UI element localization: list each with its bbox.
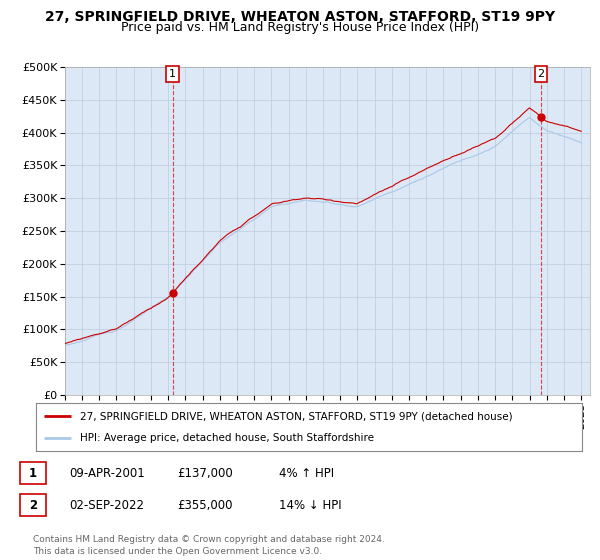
Text: 1: 1 [29, 466, 37, 480]
Text: 2: 2 [29, 498, 37, 512]
Text: 4% ↑ HPI: 4% ↑ HPI [279, 466, 334, 480]
Text: 27, SPRINGFIELD DRIVE, WHEATON ASTON, STAFFORD, ST19 9PY: 27, SPRINGFIELD DRIVE, WHEATON ASTON, ST… [45, 10, 555, 24]
Text: 14% ↓ HPI: 14% ↓ HPI [279, 498, 341, 512]
Text: 27, SPRINGFIELD DRIVE, WHEATON ASTON, STAFFORD, ST19 9PY (detached house): 27, SPRINGFIELD DRIVE, WHEATON ASTON, ST… [80, 411, 512, 421]
Text: Contains HM Land Registry data © Crown copyright and database right 2024.
This d: Contains HM Land Registry data © Crown c… [33, 535, 385, 556]
Text: HPI: Average price, detached house, South Staffordshire: HPI: Average price, detached house, Sout… [80, 433, 374, 443]
Text: 2: 2 [538, 69, 545, 79]
Text: 02-SEP-2022: 02-SEP-2022 [69, 498, 144, 512]
Text: £137,000: £137,000 [177, 466, 233, 480]
Text: Price paid vs. HM Land Registry's House Price Index (HPI): Price paid vs. HM Land Registry's House … [121, 21, 479, 34]
Text: 09-APR-2001: 09-APR-2001 [69, 466, 145, 480]
Text: £355,000: £355,000 [177, 498, 233, 512]
Text: 1: 1 [169, 69, 176, 79]
